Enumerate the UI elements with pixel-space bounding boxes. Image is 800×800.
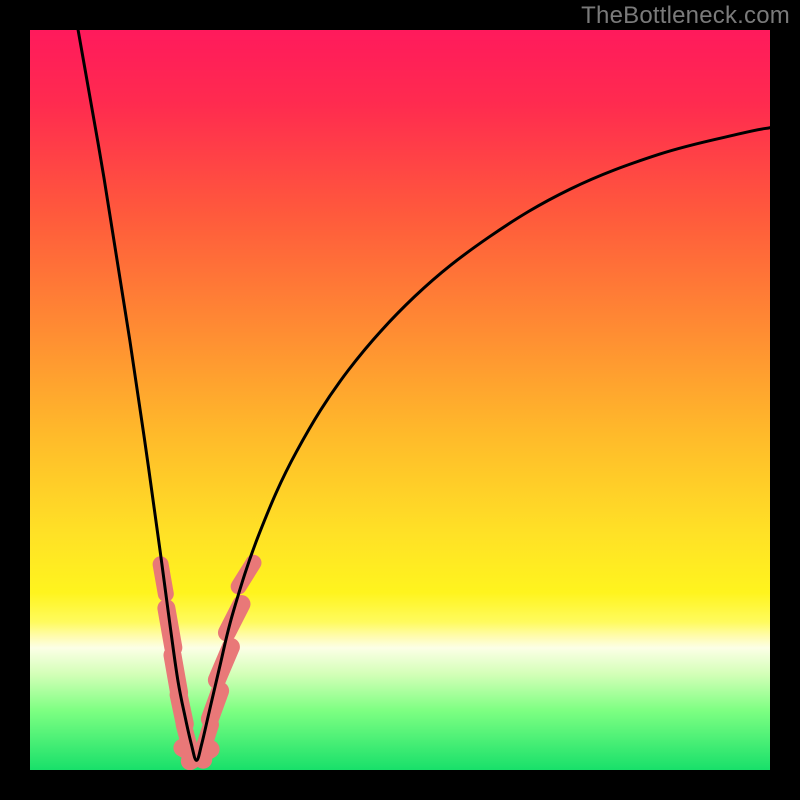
watermark-text: TheBottleneck.com	[581, 2, 790, 30]
plot-svg	[0, 0, 800, 800]
plot-gradient-bg	[30, 30, 770, 770]
figure-root: TheBottleneck.com	[0, 0, 800, 800]
